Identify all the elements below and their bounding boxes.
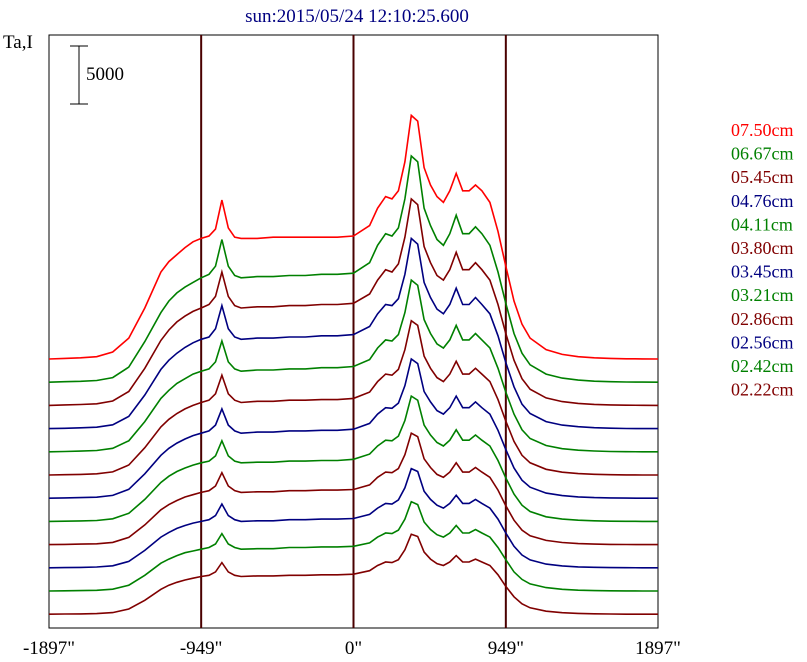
scale-bar: 5000 [70,45,124,105]
series-line-02.42cm [48,500,658,592]
legend-item-02.56cm: 02.56cm [731,332,794,352]
legend-item-07.50cm: 07.50cm [731,120,794,140]
x-tick-label-3: 949" [488,638,524,659]
reference-lines [200,35,507,628]
legend-item-03.45cm: 03.45cm [731,262,794,282]
legend-item-03.21cm: 03.21cm [731,285,794,305]
x-tick-label-1: -949" [180,638,223,659]
legend-item-02.86cm: 02.86cm [731,309,794,329]
legend-item-04.11cm: 04.11cm [731,214,793,234]
series-line-02.22cm [48,533,658,616]
series-line-04.11cm [48,278,658,453]
x-tick-label-0: -1897" [23,638,75,659]
legend-item-03.80cm: 03.80cm [731,238,794,258]
series-line-02.86cm [48,432,658,546]
series-group [48,113,659,616]
series-line-06.67cm [48,154,659,383]
x-tick-labels: -1897" -949" 0" 949" 1897" [23,638,681,659]
scale-bar-label: 5000 [86,64,124,85]
legend: 07.50cm 06.67cm 05.45cm 04.76cm 04.11cm 03.80… [731,120,794,400]
legend-item-06.67cm: 06.67cm [731,144,794,164]
x-tick-label-2: 0" [345,638,362,659]
series-line-03.21cm [48,394,658,523]
legend-item-02.42cm: 02.42cm [731,356,794,376]
chart-title: sun:2015/05/24 12:10:25.600 [245,6,469,27]
legend-item-05.45cm: 05.45cm [731,167,794,187]
series-line-07.50cm [48,113,659,360]
series-line-03.80cm [48,319,658,476]
series-line-05.45cm [48,197,659,407]
legend-item-02.22cm: 02.22cm [731,380,794,400]
x-tick-label-4: 1897" [635,638,681,659]
y-axis-label: Ta,I [3,32,33,53]
series-line-02.56cm [48,467,658,569]
series-line-04.76cm [48,236,658,430]
series-line-03.45cm [48,357,658,500]
legend-item-04.76cm: 04.76cm [731,191,794,211]
